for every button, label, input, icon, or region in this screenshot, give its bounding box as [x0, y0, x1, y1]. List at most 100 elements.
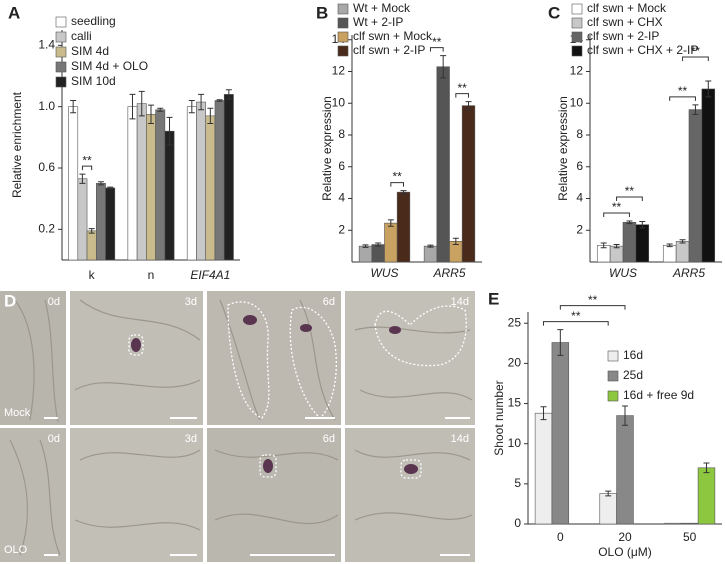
- y-tick-label: 1.0: [38, 99, 55, 113]
- legend-label: SIM 10d: [71, 74, 116, 88]
- bar: [136, 103, 147, 261]
- significance-bracket: [455, 93, 470, 98]
- error-bar: [375, 242, 382, 247]
- y-axis-label: Relative expression: [556, 96, 570, 201]
- panel-label: A: [8, 3, 20, 22]
- legend-swatch: [571, 31, 583, 43]
- y-tick-label: 12: [332, 64, 346, 78]
- significance-label: **: [82, 153, 92, 167]
- y-tick-label: 1.4: [38, 38, 55, 52]
- bar: [196, 101, 207, 261]
- error-bar: [557, 329, 564, 356]
- error-bar: [207, 107, 214, 125]
- time-label: 6d: [323, 433, 335, 445]
- error-bar: [600, 242, 607, 249]
- bar: [675, 241, 690, 263]
- y-axis-label: Relative expression: [320, 96, 334, 201]
- error-bar: [138, 90, 145, 117]
- y-tick-label: 10: [332, 95, 346, 109]
- panel-label: E: [488, 289, 499, 308]
- error-bar: [79, 173, 86, 184]
- bar: [205, 115, 216, 261]
- y-tick-label: 6: [576, 159, 583, 173]
- legend-label: SIM 4d: [71, 44, 109, 58]
- error-bar: [70, 100, 77, 114]
- significance-bracket: [616, 196, 643, 202]
- bar: [622, 222, 637, 263]
- legend-swatch: [55, 76, 67, 88]
- time-label: 0d: [48, 433, 60, 445]
- significance-label: **: [571, 309, 581, 323]
- legend-label: SIM 4d + OLO: [71, 59, 148, 73]
- x-tick-label: WUS: [609, 266, 637, 280]
- y-tick-label: 4: [338, 191, 345, 205]
- legend-swatch: [607, 350, 619, 362]
- error-bar: [129, 93, 136, 120]
- y-tick-label: 0.6: [38, 160, 55, 174]
- bar: [701, 88, 716, 263]
- legend-swatch: [607, 390, 619, 402]
- row-label: Mock: [4, 407, 31, 419]
- error-bar: [540, 406, 547, 421]
- significance-label: **: [612, 200, 622, 214]
- bar: [635, 224, 650, 263]
- x-tick-label: 0: [557, 530, 564, 544]
- bar: [371, 244, 385, 263]
- legend-swatch: [337, 45, 349, 57]
- time-label: 3d: [185, 433, 197, 445]
- significance-label: **: [625, 184, 635, 198]
- error-bar: [107, 186, 114, 190]
- error-bar: [225, 89, 232, 100]
- legend-swatch: [55, 31, 67, 43]
- y-tick-label: 2: [576, 222, 583, 236]
- bar: [68, 106, 79, 261]
- legend-label: clf swn + CHX + 2-IP: [587, 43, 698, 57]
- error-bar: [97, 181, 104, 186]
- panel-label: D: [4, 291, 16, 310]
- y-axis-label: Relative enrichment: [10, 91, 24, 198]
- error-bar: [157, 107, 164, 112]
- legend-label: clf swn + CHX: [587, 15, 663, 29]
- error-bar: [148, 104, 154, 125]
- legend-swatch: [55, 16, 67, 28]
- error-bar: [387, 219, 394, 227]
- error-bar: [88, 228, 95, 234]
- significance-label: **: [691, 44, 701, 58]
- legend-swatch: [337, 3, 349, 15]
- error-bar: [465, 101, 472, 111]
- legend-label: clf swn + Mock: [587, 1, 667, 15]
- bar: [95, 183, 106, 261]
- bar: [697, 467, 716, 525]
- bar: [164, 130, 175, 261]
- y-tick-label: 8: [576, 127, 583, 141]
- y-tick-label: 12: [570, 64, 584, 78]
- legend-label: clf swn + Mock: [353, 29, 433, 43]
- bar: [599, 493, 617, 525]
- significance-bracket: [669, 96, 696, 101]
- legend-swatch: [337, 31, 349, 43]
- bar: [77, 178, 88, 261]
- error-bar: [703, 462, 710, 474]
- micrograph-panel: [0, 291, 475, 562]
- y-tick-label: 5: [514, 476, 521, 490]
- significance-label: **: [458, 81, 468, 95]
- significance-bracket: [390, 182, 405, 187]
- error-bar: [427, 244, 434, 248]
- bar: [688, 109, 703, 263]
- bar: [214, 100, 225, 261]
- error-bar: [452, 237, 459, 246]
- time-label: 6d: [323, 296, 335, 308]
- y-tick-label: 25: [508, 315, 522, 329]
- bar: [384, 222, 398, 263]
- error-bar: [400, 190, 407, 195]
- bar: [609, 245, 624, 263]
- error-bar: [440, 55, 447, 79]
- significance-bracket: [682, 56, 709, 62]
- legend-label: seedling: [71, 14, 116, 28]
- y-tick-label: 8: [338, 127, 345, 141]
- bar: [616, 415, 634, 525]
- bar: [436, 66, 450, 263]
- error-bar: [605, 490, 612, 497]
- significance-bracket: [81, 165, 93, 171]
